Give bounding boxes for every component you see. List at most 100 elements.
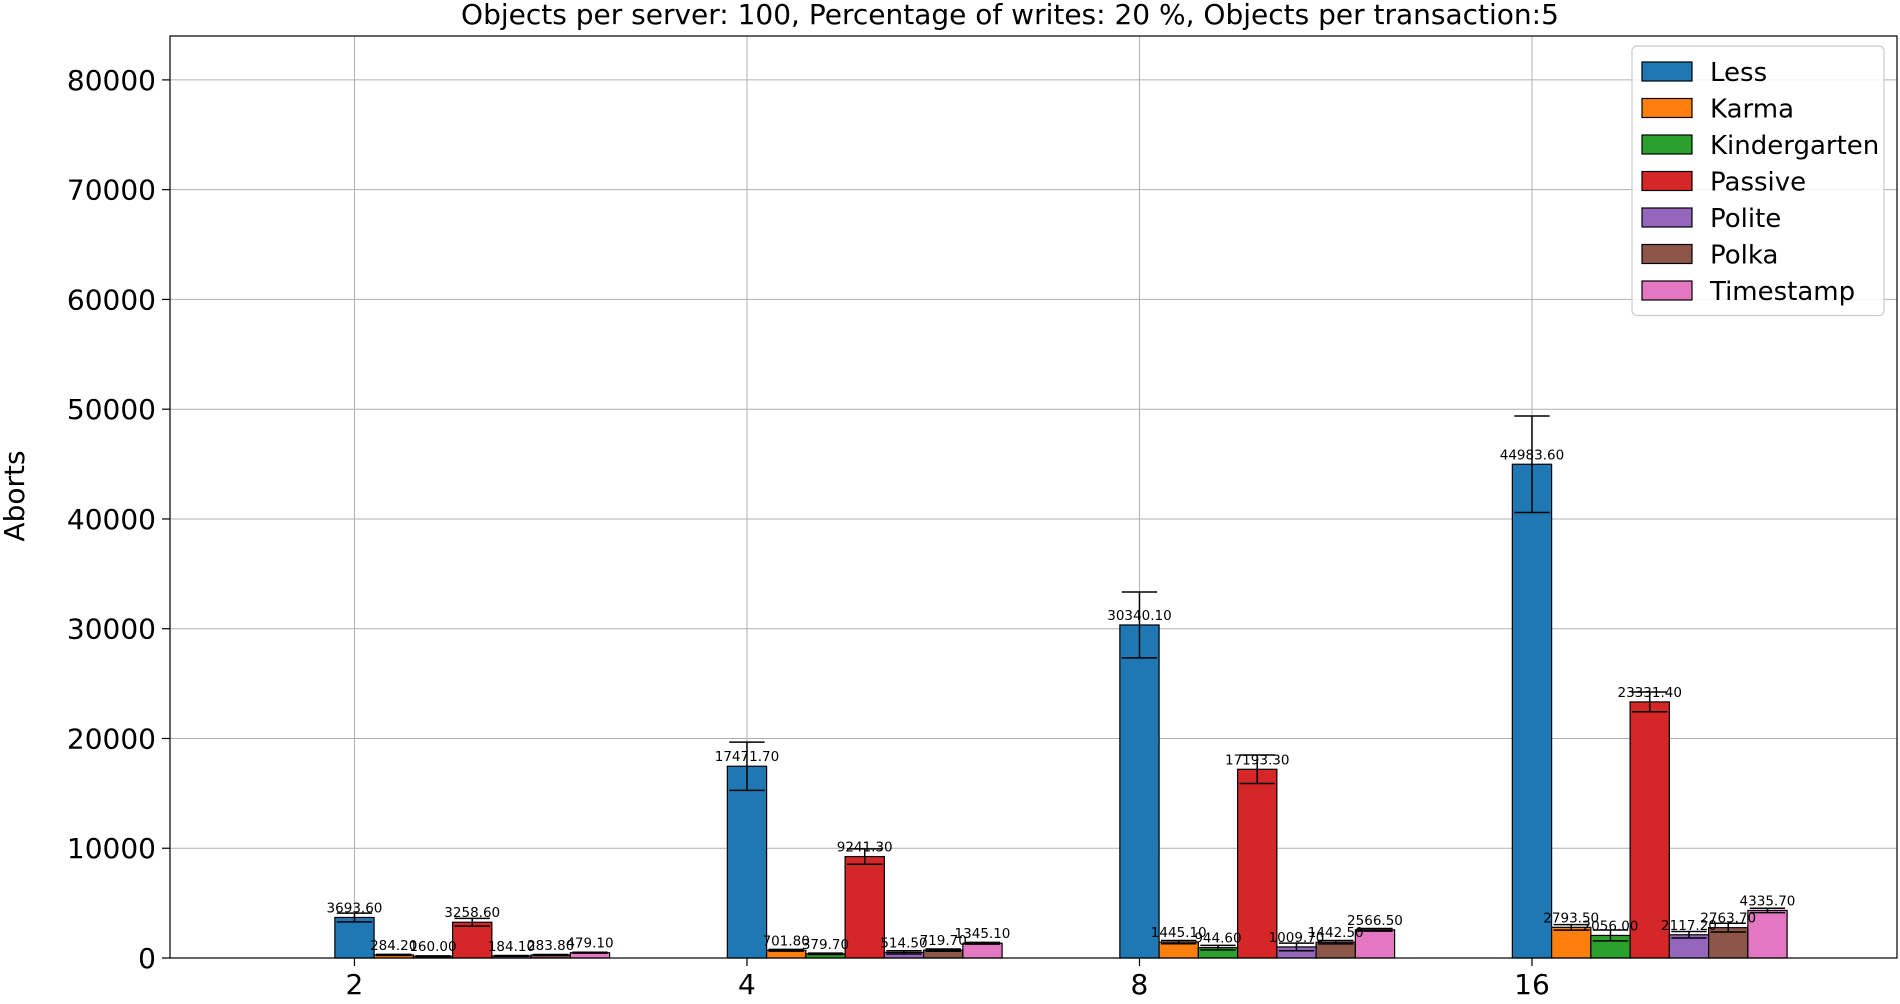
y-tick-label: 10000 [67, 832, 156, 865]
data-label: 17471.70 [715, 749, 779, 765]
y-axis-label: Aborts [0, 450, 31, 541]
legend-label-polka: Polka [1710, 241, 1778, 271]
error-bar [533, 953, 569, 957]
legend-label-kindergarten: Kindergarten [1710, 131, 1879, 161]
data-label: 184.10 [488, 939, 535, 955]
data-label: 283.80 [527, 938, 574, 954]
legend-swatch-timestamp [1641, 280, 1693, 301]
y-tick-label: 30000 [67, 613, 156, 646]
bar-timestamp-4 [962, 942, 1003, 959]
y-tick-label: 0 [138, 942, 156, 975]
legend-swatch-kindergarten [1641, 134, 1693, 155]
legend-label-polite: Polite [1710, 204, 1781, 234]
data-label: 514.50 [880, 935, 927, 951]
legend-label-timestamp: Timestamp [1709, 277, 1855, 307]
data-label: 719.70 [920, 933, 967, 949]
data-label: 17193.30 [1225, 752, 1289, 768]
error-bar [1514, 415, 1550, 514]
error-bar [1239, 754, 1275, 785]
error-bar [807, 952, 844, 956]
data-label: 30340.10 [1107, 608, 1171, 624]
data-label: 1445.10 [1151, 925, 1207, 941]
error-bar [886, 949, 922, 955]
data-label: 1009.70 [1269, 930, 1325, 946]
error-bar [729, 741, 765, 792]
legend-swatch-passive [1641, 170, 1693, 192]
error-bar [1553, 923, 1589, 931]
legend-label-passive: Passive [1710, 168, 1806, 198]
chart-title: Objects per server: 100, Percentage of w… [461, 0, 1559, 31]
data-labels-layer: 3693.60 17471.70 30340.10 44983.60 284.20 701… [327, 447, 1796, 955]
bar-less-16 [1511, 463, 1553, 959]
bar-passive-16 [1629, 701, 1670, 959]
x-tick-label: 16 [1514, 968, 1550, 1000]
data-label: 4335.70 [1740, 893, 1796, 909]
y-tick-label: 70000 [67, 174, 156, 207]
data-label: 701.80 [763, 933, 810, 949]
data-label: 44983.60 [1500, 447, 1564, 463]
legend-swatch-karma [1641, 97, 1693, 119]
error-bar [572, 951, 608, 954]
error-bar [925, 948, 961, 952]
legend: Less Karma Kindergarten Passive Polite Polka T… [1631, 45, 1885, 317]
y-tick-label: 20000 [67, 722, 156, 755]
data-label: 2566.50 [1347, 913, 1403, 929]
data-label: 944.60 [1194, 931, 1241, 947]
y-tick-label: 60000 [67, 283, 156, 316]
data-label: 9241.30 [837, 840, 893, 856]
data-label: 284.20 [370, 938, 417, 954]
error-bar [1121, 591, 1158, 659]
x-tick-label: 2 [346, 968, 364, 1000]
bars-layer [334, 463, 1788, 959]
error-bar [1710, 922, 1746, 933]
data-label: 3258.60 [444, 905, 500, 921]
y-tick-label: 40000 [67, 503, 156, 536]
legend-frame [1631, 45, 1885, 317]
error-bar [964, 941, 1001, 945]
legend-swatch-polite [1641, 207, 1693, 228]
data-label: 2793.50 [1543, 910, 1599, 926]
data-label: 23331.40 [1618, 685, 1682, 701]
error-bar [376, 953, 412, 957]
legend-swatch-polka [1641, 243, 1693, 265]
ticks-layer: 0 10000 20000 30000 40000 50000 60000 70000 8000… [67, 64, 1550, 1001]
plot-frame [169, 35, 1898, 959]
data-label: 379.70 [802, 937, 849, 953]
bar-less-2 [334, 916, 375, 959]
legend-swatch-less [1641, 61, 1693, 82]
error-bar [1200, 944, 1236, 951]
error-bar [1671, 930, 1707, 939]
error-bar [768, 948, 804, 952]
data-label: 2763.70 [1700, 911, 1756, 927]
data-label: 1345.10 [955, 926, 1011, 942]
error-bar [1278, 942, 1315, 952]
error-bar [493, 954, 530, 958]
error-bar [1318, 939, 1354, 945]
y-tick-label: 50000 [67, 393, 156, 426]
bar-passive-8 [1236, 768, 1278, 959]
bar-passive-4 [844, 855, 885, 959]
x-tick-label: 8 [1131, 968, 1149, 1000]
data-label: 160.00 [409, 939, 456, 955]
error-bar [415, 955, 451, 958]
data-label: 2117.20 [1661, 918, 1717, 934]
error-bar [1632, 691, 1668, 713]
bar-passive-2 [452, 921, 493, 959]
error-bar [336, 912, 373, 923]
bar-timestamp-16 [1747, 909, 1788, 959]
legend-label-karma: Karma [1710, 95, 1794, 125]
error-bar [1749, 907, 1786, 914]
data-label: 479.10 [566, 936, 613, 952]
data-label: 2056.00 [1583, 918, 1639, 934]
x-tick-label: 4 [738, 968, 756, 1000]
error-bar [1592, 929, 1629, 942]
y-tick-label: 80000 [67, 64, 156, 97]
data-label: 3693.60 [327, 900, 383, 916]
data-label: 1442.50 [1308, 925, 1364, 941]
error-bar [847, 848, 883, 865]
bar-less-8 [1119, 624, 1160, 959]
error-bar [454, 917, 490, 927]
legend-label-less: Less [1710, 58, 1767, 88]
